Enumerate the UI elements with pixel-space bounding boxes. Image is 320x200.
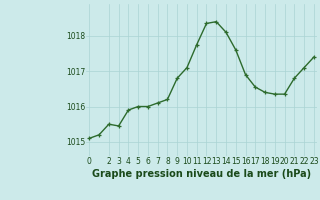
X-axis label: Graphe pression niveau de la mer (hPa): Graphe pression niveau de la mer (hPa) <box>92 169 311 179</box>
